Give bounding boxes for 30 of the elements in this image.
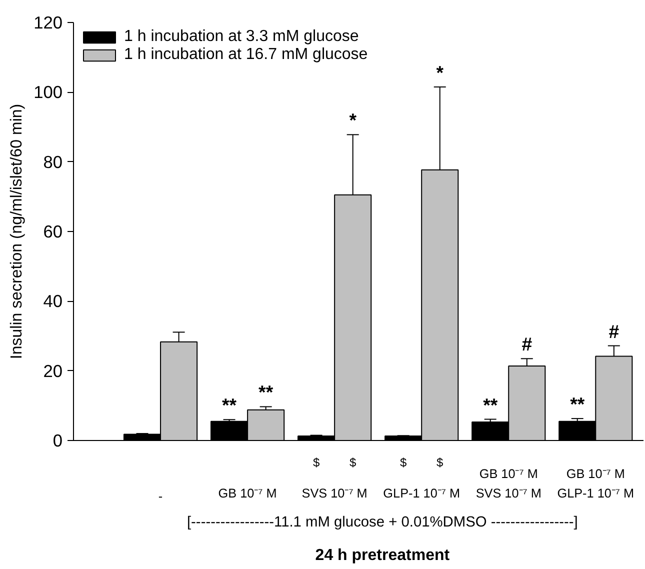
annotation: #: [522, 334, 533, 355]
y-axis-title: Insulin secretion (ng/ml/islet/60 min): [8, 104, 26, 360]
y-tick-label: 40: [43, 291, 63, 312]
y-tick-label: 60: [43, 222, 63, 242]
x-tick-label: -: [158, 490, 163, 504]
y-tick-label: 80: [43, 152, 63, 172]
legend-label: 1 h incubation at 3.3 mM glucose: [124, 28, 359, 46]
x-tick-label: SVS 10⁻⁷ M: [302, 486, 368, 500]
y-tick-label: 0: [52, 430, 63, 450]
x-tick-label: GB 10⁻⁷ M: [218, 486, 277, 500]
x-tick-label: GLP-1 10⁻⁷ M: [383, 486, 460, 500]
annotation: **: [258, 382, 274, 403]
annotation: **: [483, 394, 498, 416]
y-tick-label: 100: [34, 82, 63, 102]
x-tick-label: GB 10⁻⁷ M GLP-1 10⁻⁷ M: [557, 466, 634, 500]
annotation: **: [570, 394, 586, 415]
annotation: *: [349, 110, 358, 131]
annotation: $: [350, 456, 357, 470]
annotation: **: [222, 394, 238, 416]
text: 24 h pretreatment: [315, 547, 450, 564]
y-tick-label: 120: [34, 12, 63, 32]
x-tick-label: GB 10⁻⁷ M SVS 10⁻⁷ M: [476, 466, 542, 500]
annotation: $: [312, 456, 320, 470]
annotation: *: [436, 62, 444, 83]
y-tick-label: 20: [43, 360, 63, 381]
annotation: $: [436, 456, 444, 470]
text: [-----------------11.1 mM glucose + 0.01%DMSO -----------------]: [186, 514, 578, 530]
legend-label: 1 h incubation at 16.7 mM glucose: [124, 46, 368, 64]
annotation: $: [400, 456, 407, 470]
annotation: #: [608, 320, 620, 342]
